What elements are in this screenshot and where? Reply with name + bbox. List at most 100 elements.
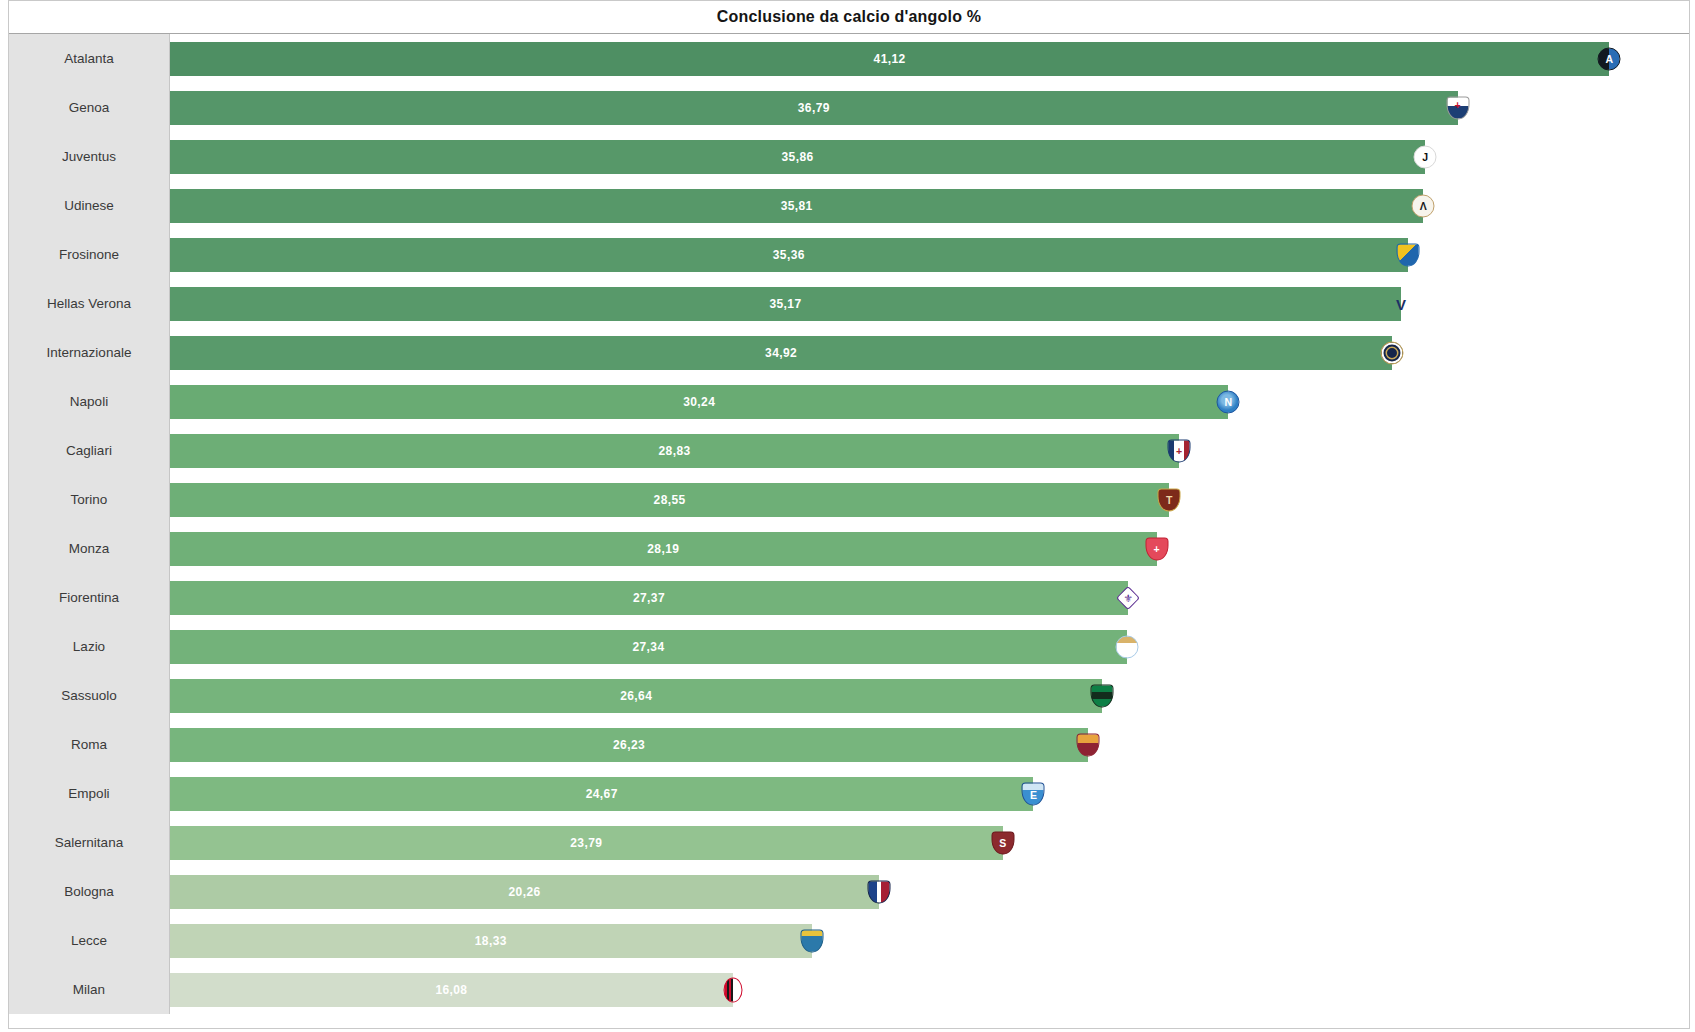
cagliari-logo-icon: +: [1168, 439, 1191, 462]
table-row: Bologna 20,26: [9, 867, 1689, 916]
bar-track: 28,55 T: [170, 475, 1689, 524]
value-bar: 24,67: [170, 777, 1033, 811]
table-row: Frosinone 35,36: [9, 230, 1689, 279]
team-label: Genoa: [9, 83, 170, 132]
value-bar: 27,34: [170, 630, 1127, 664]
bar-track: 35,36: [170, 230, 1689, 279]
team-label: Internazionale: [9, 328, 170, 377]
internazionale-logo-icon: [1381, 341, 1404, 364]
value-bar: 26,23: [170, 728, 1088, 762]
value-bar: 35,36: [170, 238, 1408, 272]
value-bar: 20,26: [170, 875, 879, 909]
bar-value-label: 28,83: [659, 444, 691, 458]
genoa-logo-icon: +: [1446, 96, 1469, 119]
logo-letter: E: [1030, 789, 1037, 800]
logo-letter: J: [1422, 151, 1428, 162]
monza-logo-icon: +: [1145, 537, 1168, 560]
bar-track: 24,67 E: [170, 769, 1689, 818]
napoli-logo-icon: N: [1217, 390, 1240, 413]
table-row: Napoli 30,24 N: [9, 377, 1689, 426]
table-row: Lazio 27,34: [9, 622, 1689, 671]
lecce-logo-icon: [800, 929, 823, 952]
sassuolo-logo-icon: [1091, 684, 1114, 707]
bar-value-label: 24,67: [586, 787, 618, 801]
salernitana-logo-icon: S: [991, 831, 1014, 854]
bar-track: 27,37 ⚜: [170, 573, 1689, 622]
logo-letter: S: [999, 837, 1006, 848]
chart-title: Conclusione da calcio d'angolo %: [717, 8, 981, 26]
bar-track: 18,33: [170, 916, 1689, 965]
logo-letter: +: [1176, 445, 1182, 456]
value-bar: 23,79: [170, 826, 1003, 860]
team-label: Hellas Verona: [9, 279, 170, 328]
team-label: Lecce: [9, 916, 170, 965]
bar-value-label: 26,64: [620, 689, 652, 703]
table-row: Empoli 24,67 E: [9, 769, 1689, 818]
team-label: Juventus: [9, 132, 170, 181]
table-row: Monza 28,19 +: [9, 524, 1689, 573]
team-label: Empoli: [9, 769, 170, 818]
table-row: Internazionale 34,92: [9, 328, 1689, 377]
table-row: Salernitana 23,79 S: [9, 818, 1689, 867]
bar-track: 26,23: [170, 720, 1689, 769]
bar-value-label: 35,81: [781, 199, 813, 213]
value-bar: 28,19: [170, 532, 1157, 566]
team-label: Fiorentina: [9, 573, 170, 622]
bar-track: 20,26: [170, 867, 1689, 916]
team-label: Cagliari: [9, 426, 170, 475]
juventus-logo-icon: J: [1414, 145, 1437, 168]
table-row: Cagliari 28,83 +: [9, 426, 1689, 475]
value-bar: 35,86: [170, 140, 1425, 174]
atalanta-logo-icon: A: [1598, 47, 1621, 70]
bar-track: 28,83 +: [170, 426, 1689, 475]
team-label: Bologna: [9, 867, 170, 916]
bar-value-label: 26,23: [613, 738, 645, 752]
value-bar: 16,08: [170, 973, 733, 1007]
logo-letter: ⚜: [1123, 592, 1132, 603]
value-bar: 35,81: [170, 189, 1423, 223]
table-row: Torino 28,55 T: [9, 475, 1689, 524]
table-row: Lecce 18,33: [9, 916, 1689, 965]
team-label: Frosinone: [9, 230, 170, 279]
team-label: Roma: [9, 720, 170, 769]
team-label: Monza: [9, 524, 170, 573]
chart-frame: Conclusione da calcio d'angolo % Atalant…: [8, 0, 1690, 1029]
table-row: Roma 26,23: [9, 720, 1689, 769]
bar-value-label: 41,12: [874, 52, 906, 66]
bar-track: 35,81 Λ: [170, 181, 1689, 230]
bar-track: 35,86 J: [170, 132, 1689, 181]
table-row: Fiorentina 27,37 ⚜: [9, 573, 1689, 622]
logo-letter: Λ: [1420, 200, 1427, 211]
logo-letter: A: [1605, 53, 1613, 64]
value-bar: 28,83: [170, 434, 1179, 468]
value-bar: 27,37: [170, 581, 1128, 615]
bar-track: 16,08: [170, 965, 1689, 1014]
torino-logo-icon: T: [1158, 488, 1181, 511]
bar-track: 30,24 N: [170, 377, 1689, 426]
bar-value-label: 30,24: [683, 395, 715, 409]
bar-value-label: 27,34: [632, 640, 664, 654]
roma-logo-icon: [1077, 733, 1100, 756]
table-row: Sassuolo 26,64: [9, 671, 1689, 720]
team-label: Atalanta: [9, 34, 170, 83]
logo-letter: +: [1455, 100, 1461, 111]
bar-value-label: 34,92: [765, 346, 797, 360]
logo-letter: T: [1166, 494, 1172, 505]
value-bar: 18,33: [170, 924, 812, 958]
team-label: Torino: [9, 475, 170, 524]
bar-track: 35,17 V: [170, 279, 1689, 328]
hellas-verona-logo-icon: V: [1389, 292, 1412, 315]
bar-chart: Atalanta 41,12 A Genoa 36,79 + Juventus …: [9, 34, 1689, 1014]
milan-logo-icon: [723, 977, 742, 1002]
bar-value-label: 27,37: [633, 591, 665, 605]
bar-value-label: 35,17: [769, 297, 801, 311]
value-bar: 41,12: [170, 42, 1609, 76]
bologna-logo-icon: [868, 880, 891, 903]
team-label: Sassuolo: [9, 671, 170, 720]
value-bar: 26,64: [170, 679, 1102, 713]
bar-track: 36,79 +: [170, 83, 1689, 132]
logo-letter: V: [1396, 296, 1406, 311]
team-label: Salernitana: [9, 818, 170, 867]
value-bar: 34,92: [170, 336, 1392, 370]
table-row: Hellas Verona 35,17 V: [9, 279, 1689, 328]
